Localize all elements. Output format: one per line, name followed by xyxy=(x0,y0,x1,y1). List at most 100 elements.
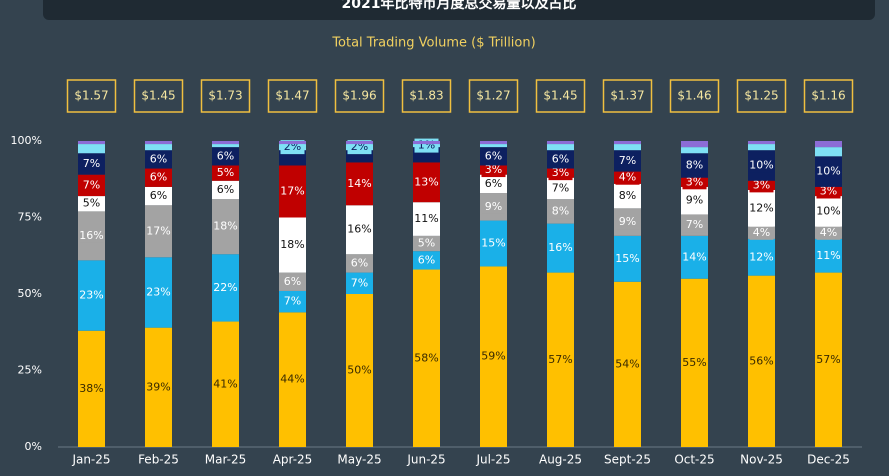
label-bg xyxy=(682,158,707,173)
data-label: 17% xyxy=(280,184,304,197)
label-bg xyxy=(548,181,573,196)
data-label: 23% xyxy=(146,285,170,298)
data-label: 7% xyxy=(351,276,368,289)
data-label: 3% xyxy=(485,163,502,176)
data-label: 5% xyxy=(83,197,100,210)
y-tick-label: 75% xyxy=(18,211,42,224)
data-label: 15% xyxy=(481,237,505,250)
data-label: 44% xyxy=(280,373,304,386)
label-bg xyxy=(816,225,841,240)
bar-segment xyxy=(480,144,507,148)
label-bg xyxy=(682,193,707,208)
label-bg xyxy=(79,196,104,211)
label-bg xyxy=(749,225,774,240)
label-bg xyxy=(213,219,238,234)
bar-segment xyxy=(614,141,641,145)
label-bg xyxy=(481,236,506,251)
label-bg xyxy=(79,156,104,171)
label-bg xyxy=(548,241,573,256)
label-bg xyxy=(682,218,707,233)
label-bg xyxy=(481,199,506,214)
data-label: 18% xyxy=(280,238,304,251)
total-box xyxy=(401,79,452,113)
total-box xyxy=(803,79,854,113)
bar-segment xyxy=(815,147,842,157)
label-bg xyxy=(146,170,171,185)
bar-segment xyxy=(413,141,440,145)
data-label: 22% xyxy=(213,281,237,294)
y-tick-label: 0% xyxy=(25,440,42,453)
total-box xyxy=(267,79,318,113)
x-tick-label: Mar-25 xyxy=(205,453,246,467)
bar-segment xyxy=(614,144,641,151)
data-label: 6% xyxy=(552,152,569,165)
label-bg xyxy=(615,251,640,266)
label-bg xyxy=(347,256,372,271)
bar-segment xyxy=(748,144,775,151)
data-label: 59% xyxy=(481,350,505,363)
total-label: $1.57 xyxy=(74,89,108,103)
label-bg xyxy=(615,189,640,204)
data-label: 5% xyxy=(217,166,234,179)
data-label: 4% xyxy=(820,226,837,239)
data-label: 6% xyxy=(217,183,234,196)
x-tick-label: Nov-25 xyxy=(740,453,783,467)
data-label: 39% xyxy=(146,380,170,393)
label-bg xyxy=(481,149,506,164)
data-label: 3% xyxy=(552,166,569,179)
bar-segment xyxy=(547,144,574,151)
label-bg xyxy=(749,158,774,173)
data-label: 56% xyxy=(749,354,773,367)
x-tick-label: Oct-25 xyxy=(674,453,714,467)
data-label: 15% xyxy=(615,252,639,265)
data-label: 6% xyxy=(150,152,167,165)
label-bg xyxy=(682,250,707,265)
total-label: $1.16 xyxy=(811,89,845,103)
label-bg xyxy=(79,228,104,243)
label-bg xyxy=(146,189,171,204)
label-bg xyxy=(682,355,707,370)
total-label: $1.27 xyxy=(476,89,510,103)
label-bg xyxy=(481,176,506,191)
data-label: 23% xyxy=(79,289,103,302)
label-bg xyxy=(548,204,573,219)
bar-segment xyxy=(212,141,239,145)
label-bg xyxy=(280,184,305,199)
label-bg xyxy=(615,357,640,372)
data-label: 11% xyxy=(816,249,840,262)
data-label: 17% xyxy=(146,224,170,237)
total-label: $1.83 xyxy=(409,89,443,103)
label-bg xyxy=(816,248,841,263)
data-label: 6% xyxy=(150,171,167,184)
x-tick-label: Apr-25 xyxy=(273,453,313,467)
data-label: 12% xyxy=(749,201,773,214)
label-bg xyxy=(213,182,238,197)
total-box xyxy=(468,79,519,113)
total-label: $1.96 xyxy=(342,89,376,103)
chart-title: 2021年比特币月度总交易量以及占比 xyxy=(342,0,577,12)
data-label: 16% xyxy=(347,223,371,236)
bar-segment xyxy=(480,141,507,145)
label-bg xyxy=(816,204,841,219)
x-tick-label: Aug-25 xyxy=(539,453,582,467)
total-box xyxy=(66,79,117,113)
bar-segment xyxy=(78,144,105,154)
data-label: 4% xyxy=(619,171,636,184)
bar-segment xyxy=(145,141,172,145)
total-label: $1.46 xyxy=(677,89,711,103)
data-label: 5% xyxy=(418,237,435,250)
label-bg xyxy=(414,253,439,268)
data-label: 14% xyxy=(682,250,706,263)
label-bg xyxy=(146,380,171,395)
data-label: 13% xyxy=(414,175,438,188)
label-bg xyxy=(280,238,305,253)
label-bg xyxy=(816,184,841,199)
label-bg xyxy=(548,152,573,167)
bar-segment xyxy=(815,141,842,148)
label-bg xyxy=(548,166,573,181)
total-box xyxy=(602,79,653,113)
data-label: 3% xyxy=(686,175,703,188)
label-bg xyxy=(682,175,707,190)
data-label: 6% xyxy=(485,177,502,190)
total-label: $1.45 xyxy=(141,89,175,103)
